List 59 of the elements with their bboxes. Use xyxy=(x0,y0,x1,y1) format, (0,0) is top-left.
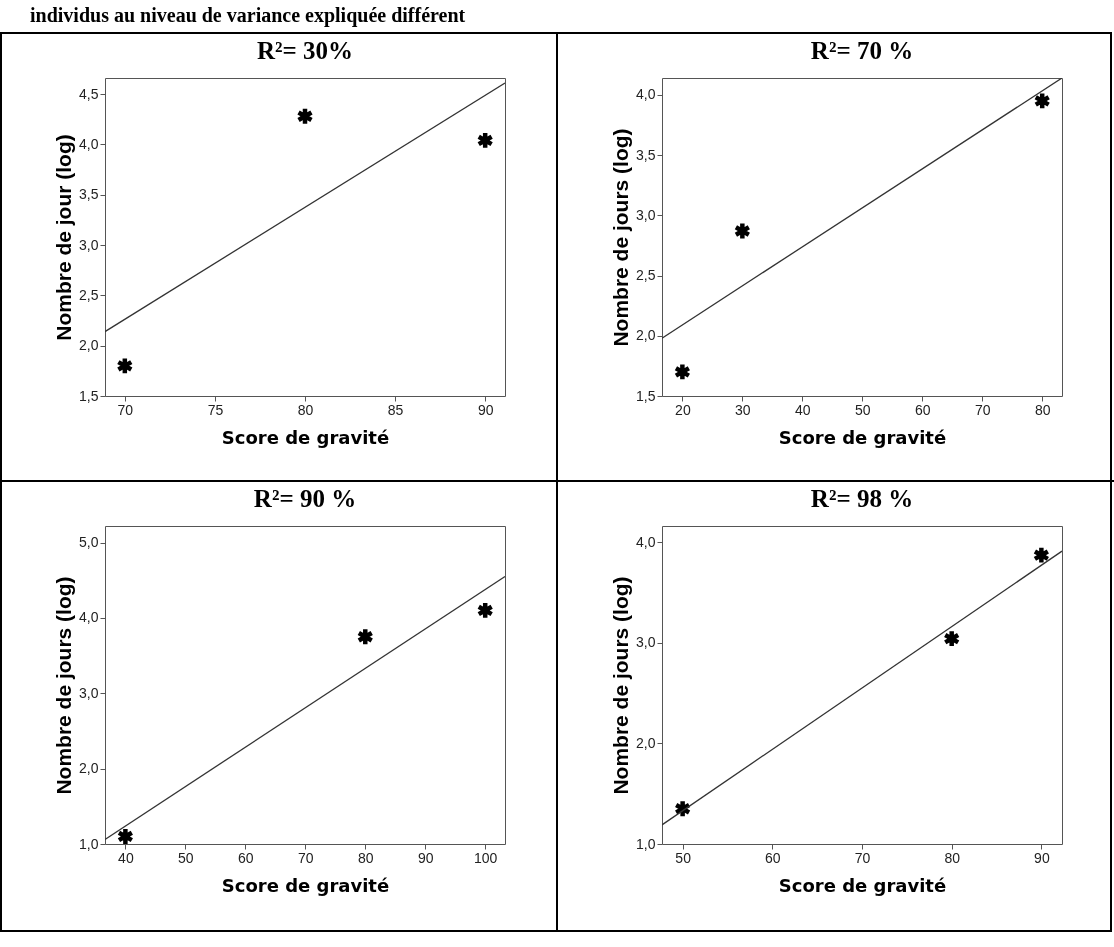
y-axis-title: Nombre de jours (log) xyxy=(609,576,633,795)
x-tick-label: 20 xyxy=(675,401,691,418)
y-tick-label: 4,5 xyxy=(79,85,99,102)
x-tick-label: 50 xyxy=(675,849,692,866)
y-tick-label: 2,0 xyxy=(79,760,99,777)
y-axis-title: Nombre de jours (log) xyxy=(609,128,633,347)
x-axis-title: Score de gravité xyxy=(778,874,947,896)
x-tick-label: 60 xyxy=(765,849,781,866)
y-tick-label: 1,5 xyxy=(636,387,656,404)
chart-title: R²= 70 % xyxy=(810,37,914,64)
x-tick-label: 90 xyxy=(417,849,434,866)
y-tick-label: 2,5 xyxy=(79,286,99,303)
y-tick-label: 3,5 xyxy=(79,186,99,203)
y-axis-title: Nombre de jour (log) xyxy=(52,134,76,341)
y-tick-label: 2,5 xyxy=(636,267,656,284)
x-tick-label: 75 xyxy=(207,401,224,418)
x-tick-label: 90 xyxy=(477,401,494,418)
x-tick-label: 30 xyxy=(735,401,751,418)
y-axis-title: Nombre de jours (log) xyxy=(52,576,76,795)
text: individus au niveau de variance expliquée différent xyxy=(29,3,467,29)
y-tick-label: 1,0 xyxy=(79,835,99,852)
x-tick-label: 60 xyxy=(238,849,254,866)
x-tick-label: 85 xyxy=(387,401,404,418)
x-axis-title: Score de gravité xyxy=(221,426,390,448)
y-tick-label: 4,0 xyxy=(636,533,656,550)
y-tick-label: 4,0 xyxy=(79,135,99,152)
x-tick-label: 100 xyxy=(474,849,498,866)
y-tick-label: 1,0 xyxy=(636,835,656,852)
x-tick-label: 70 xyxy=(854,849,871,866)
x-tick-label: 60 xyxy=(914,401,931,418)
x-tick-label: 70 xyxy=(298,849,314,866)
x-tick-label: 70 xyxy=(117,401,134,418)
y-tick-label: 4,0 xyxy=(636,86,656,103)
x-tick-label: 40 xyxy=(118,849,134,866)
chart-title: R²= 90 % xyxy=(253,485,357,512)
y-tick-label: 2,0 xyxy=(636,327,656,344)
x-tick-label: 50 xyxy=(855,401,871,418)
x-tick-label: 70 xyxy=(974,401,991,418)
y-tick-label: 1,5 xyxy=(79,387,99,404)
x-tick-label: 40 xyxy=(795,401,811,418)
y-tick-label: 2,0 xyxy=(79,337,99,354)
x-tick-label: 80 xyxy=(944,849,961,866)
y-tick-label: 4,0 xyxy=(79,609,99,626)
chart-title: R²= 30% xyxy=(256,37,354,64)
x-tick-label: 80 xyxy=(357,849,374,866)
y-tick-label: 3,5 xyxy=(636,146,656,163)
x-tick-label: 80 xyxy=(1034,401,1051,418)
y-tick-label: 3,0 xyxy=(636,634,656,651)
chart-title: R²= 98 % xyxy=(810,485,914,512)
y-tick-label: 3,0 xyxy=(636,206,656,223)
x-tick-label: 50 xyxy=(178,849,194,866)
x-tick-label: 90 xyxy=(1034,849,1050,866)
x-axis-title: Score de gravité xyxy=(778,426,947,448)
y-tick-label: 2,0 xyxy=(636,734,656,751)
y-tick-label: 3,0 xyxy=(79,236,99,253)
y-tick-label: 3,0 xyxy=(79,684,99,701)
y-tick-label: 5,0 xyxy=(79,534,99,551)
x-tick-label: 80 xyxy=(297,401,314,418)
x-axis-title: Score de gravité xyxy=(221,874,390,896)
